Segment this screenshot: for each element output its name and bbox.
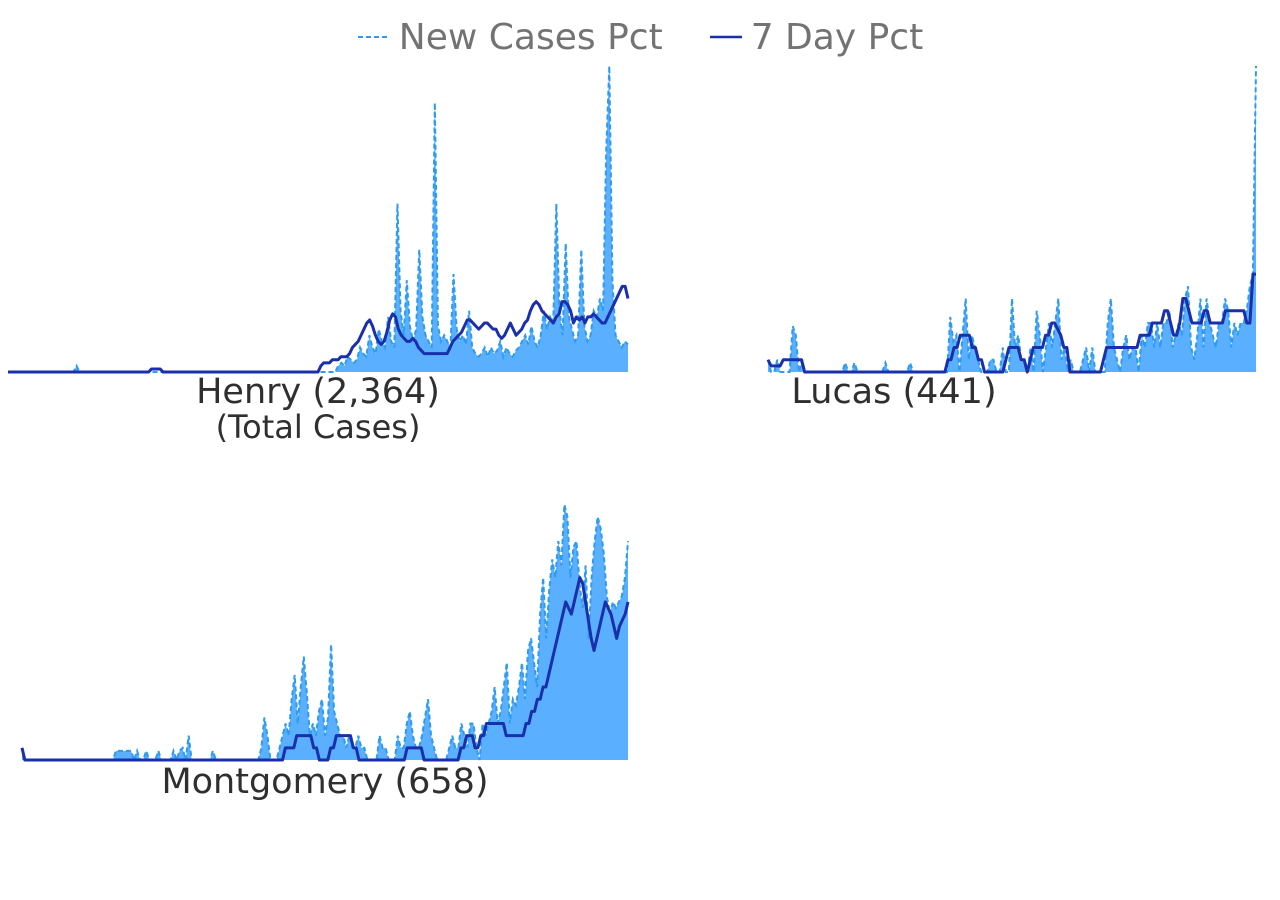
legend-label-7-day: 7 Day Pct bbox=[750, 16, 924, 58]
panel-title-montgomery: Montgomery (658) bbox=[161, 762, 489, 802]
panel-lucas: Lucas (441) bbox=[766, 62, 1257, 412]
series-7-day-line bbox=[20, 576, 630, 762]
series-new-cases-line bbox=[21, 504, 629, 764]
series-7-day-line bbox=[8, 284, 630, 374]
plot-henry bbox=[8, 65, 630, 374]
plot-montgomery bbox=[20, 504, 630, 764]
panel-montgomery: Montgomery (658) bbox=[20, 452, 630, 802]
series-new-cases-area bbox=[22, 504, 628, 760]
legend-swatch-dashed-line bbox=[357, 36, 390, 38]
legend-item-7-day[interactable]: 7 Day Pct bbox=[709, 16, 924, 58]
series-new-cases-area bbox=[8, 66, 628, 372]
chart-legend: New Cases Pct 7 Day Pct bbox=[0, 12, 1280, 62]
legend-label-new-cases: New Cases Pct bbox=[398, 16, 663, 58]
series-new-cases-line bbox=[8, 65, 629, 373]
panel-title-lucas: Lucas (441) bbox=[791, 372, 997, 412]
plot-lucas bbox=[766, 65, 1257, 374]
legend-item-new-cases[interactable]: New Cases Pct bbox=[357, 17, 663, 58]
series-7-day-line bbox=[766, 272, 1256, 374]
panel-title-henry: Henry (2,364) bbox=[196, 372, 440, 412]
legend-swatch-solid-line bbox=[709, 35, 742, 39]
panel-subtitle-henry: (Total Cases) bbox=[215, 408, 421, 446]
panel-henry: Henry (2,364) (Total Cases) bbox=[8, 62, 630, 447]
